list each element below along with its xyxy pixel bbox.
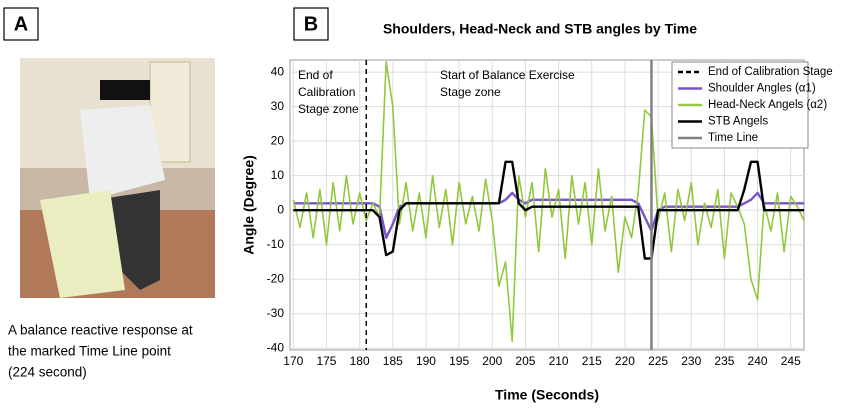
x-tick-label: 225 (648, 354, 668, 368)
y-tick-label: 20 (271, 133, 285, 147)
x-tick-label: 215 (582, 354, 602, 368)
photo (20, 58, 215, 298)
y-tick-label: -20 (267, 271, 285, 285)
y-tick-label: -40 (267, 340, 285, 354)
annotation: End of (298, 68, 333, 82)
legend-label: Time Line (708, 132, 758, 144)
legend-label: STB Angels (708, 116, 768, 128)
y-tick-label: 10 (271, 168, 285, 182)
y-tick-label: 30 (271, 99, 285, 113)
x-tick-label: 190 (416, 354, 436, 368)
x-tick-label: 220 (615, 354, 635, 368)
y-tick-label: 40 (271, 64, 285, 78)
y-axis-label: Angle (Degree) (241, 155, 257, 255)
caption-line: A balance reactive response at (8, 323, 193, 338)
x-tick-label: 210 (549, 354, 569, 368)
annotation: Stage zone (298, 102, 359, 116)
x-tick-label: 205 (515, 354, 535, 368)
x-tick-label: 230 (681, 354, 701, 368)
legend-label: Head-Neck Angels (α2) (708, 99, 827, 111)
x-tick-label: 235 (714, 354, 734, 368)
y-tick-label: 0 (277, 202, 284, 216)
x-tick-label: 175 (316, 354, 336, 368)
x-tick-label: 240 (748, 354, 768, 368)
legend-label: End of Calibration Stage (708, 66, 833, 78)
panel-label-box (293, 7, 329, 41)
x-tick-label: 195 (449, 354, 469, 368)
panel-label: B (304, 13, 318, 35)
x-tick-label: 180 (350, 354, 370, 368)
y-tick-label: -30 (267, 306, 285, 320)
y-tick-label: -10 (267, 237, 285, 251)
annotation: Stage zone (440, 85, 501, 99)
x-tick-label: 245 (781, 354, 801, 368)
annotation: Calibration (298, 85, 355, 99)
caption-line: (224 second) (8, 365, 87, 380)
panel-label: A (14, 13, 28, 35)
x-tick-label: 185 (383, 354, 403, 368)
annotation: Start of Balance Exercise (440, 68, 575, 82)
legend-label: Shoulder Angles (α1) (708, 83, 816, 95)
series-line (293, 160, 804, 260)
x-tick-label: 170 (283, 354, 303, 368)
x-tick-label: 200 (482, 354, 502, 368)
x-axis-label: Time (Seconds) (495, 387, 599, 403)
panel-label-box (3, 7, 39, 41)
chart-title: Shoulders, Head-Neck and STB angles by T… (383, 21, 697, 37)
caption-line: the marked Time Line point (8, 344, 171, 359)
